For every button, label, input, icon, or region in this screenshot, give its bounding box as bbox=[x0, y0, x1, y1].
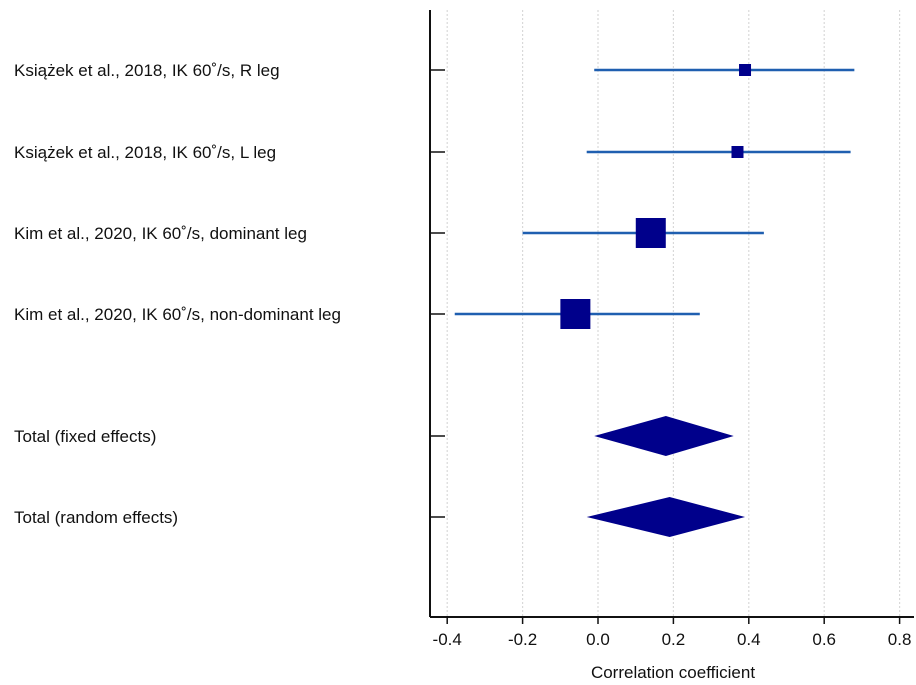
x-tick-label: 0.4 bbox=[737, 630, 761, 649]
pooled-label: Total (random effects) bbox=[14, 508, 178, 527]
pooled-diamond bbox=[586, 497, 746, 537]
study-labels: Książek et al., 2018, IK 60˚/s, R leg Ksi… bbox=[14, 61, 341, 527]
effect-markers bbox=[560, 64, 752, 537]
study-label: Książek et al., 2018, IK 60˚/s, R leg bbox=[14, 61, 280, 80]
study-label: Książek et al., 2018, IK 60˚/s, L leg bbox=[14, 143, 276, 162]
effect-square bbox=[739, 64, 752, 76]
study-label: Kim et al., 2020, IK 60˚/s, dominant leg bbox=[14, 224, 307, 243]
x-tick-label: 0.6 bbox=[812, 630, 836, 649]
y-ticks bbox=[430, 69, 445, 518]
effect-square bbox=[560, 299, 591, 329]
x-tick-label: 0.2 bbox=[662, 630, 686, 649]
x-axis-title: Correlation coefficient bbox=[591, 663, 755, 682]
effect-square bbox=[635, 218, 666, 248]
effect-square bbox=[731, 146, 744, 158]
x-tick-label: 0.0 bbox=[586, 630, 610, 649]
x-tick-label: 0.8 bbox=[888, 630, 912, 649]
pooled-diamond bbox=[594, 416, 734, 456]
pooled-label: Total (fixed effects) bbox=[14, 427, 156, 446]
x-tick-label: -0.4 bbox=[433, 630, 462, 649]
study-label: Kim et al., 2020, IK 60˚/s, non-dominant… bbox=[14, 305, 341, 324]
x-ticks: -0.4 -0.2 0.0 0.2 0.4 0.6 0.8 bbox=[433, 617, 912, 649]
confidence-intervals bbox=[454, 68, 855, 316]
x-tick-label: -0.2 bbox=[508, 630, 537, 649]
